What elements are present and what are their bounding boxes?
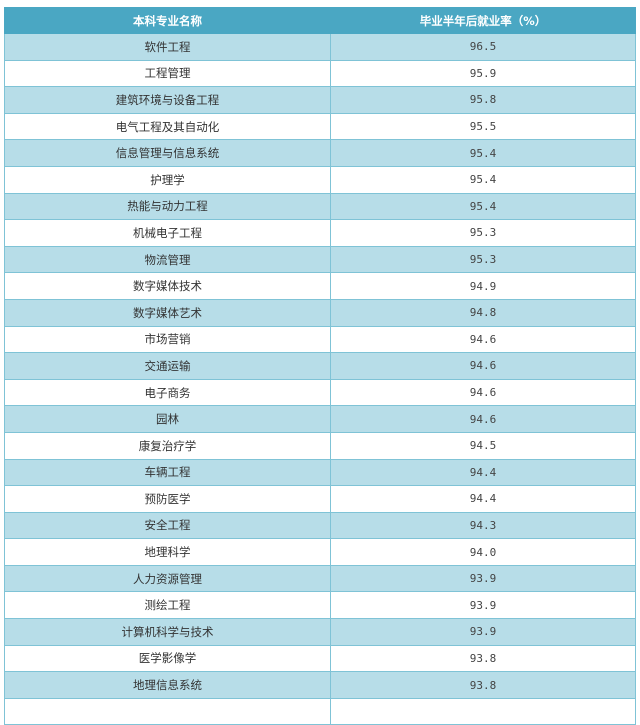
rate-cell: 93.9 [330, 591, 636, 620]
header-rate: 毕业半年后就业率（%） [330, 7, 636, 34]
rate-cell: 94.6 [330, 325, 636, 354]
table-row: 计算机科学与技术 93.9 [4, 618, 636, 646]
table-row: 测绘工程 93.9 [4, 591, 636, 620]
rate-cell: 95.8 [330, 86, 636, 114]
table-row: 数字媒体艺术 94.8 [4, 298, 636, 327]
rate-cell: 96.5 [330, 33, 636, 61]
rate-cell: 95.4 [330, 139, 636, 167]
table-row [4, 697, 636, 725]
major-name-cell: 车辆工程 [4, 458, 331, 487]
rate-cell: 95.9 [330, 59, 636, 88]
rate-cell: 94.8 [330, 298, 636, 327]
rate-cell: 93.8 [330, 644, 636, 673]
rate-cell: 95.3 [330, 245, 636, 274]
rate-cell: 93.9 [330, 564, 636, 593]
table-row: 信息管理与信息系统 95.4 [4, 139, 636, 167]
major-name-cell: 地理科学 [4, 538, 331, 566]
major-name-cell: 安全工程 [4, 511, 331, 540]
rate-cell: 94.6 [330, 378, 636, 407]
table-row: 预防医学 94.4 [4, 485, 636, 513]
major-name-cell: 交通运输 [4, 352, 331, 380]
table-row: 安全工程 94.3 [4, 511, 636, 540]
table-row: 车辆工程 94.4 [4, 458, 636, 487]
rate-cell: 95.5 [330, 112, 636, 141]
major-name-cell: 数字媒体技术 [4, 272, 331, 300]
rate-cell: 94.6 [330, 405, 636, 433]
table-row: 数字媒体技术 94.9 [4, 272, 636, 300]
table-row: 地理科学 94.0 [4, 538, 636, 566]
rate-cell [330, 697, 636, 725]
major-name-cell: 地理信息系统 [4, 671, 331, 699]
major-name-cell: 计算机科学与技术 [4, 618, 331, 646]
major-name-cell: 机械电子工程 [4, 219, 331, 247]
table-row: 护理学 95.4 [4, 165, 636, 194]
major-name-cell: 数字媒体艺术 [4, 298, 331, 327]
rate-cell: 93.8 [330, 671, 636, 699]
table-row: 地理信息系统 93.8 [4, 671, 636, 699]
rate-cell: 95.4 [330, 165, 636, 194]
major-name-cell: 物流管理 [4, 245, 331, 274]
major-name-cell: 测绘工程 [4, 591, 331, 620]
table-row: 医学影像学 93.8 [4, 644, 636, 673]
rate-cell: 94.6 [330, 352, 636, 380]
major-name-cell [4, 697, 331, 725]
major-name-cell: 建筑环境与设备工程 [4, 86, 331, 114]
table-row: 物流管理 95.3 [4, 245, 636, 274]
table-row: 康复治疗学 94.5 [4, 431, 636, 460]
table-row: 电子商务 94.6 [4, 378, 636, 407]
major-name-cell: 护理学 [4, 165, 331, 194]
major-name-cell: 热能与动力工程 [4, 192, 331, 221]
table-row: 人力资源管理 93.9 [4, 564, 636, 593]
table-row: 机械电子工程 95.3 [4, 219, 636, 247]
employment-rate-table: 本科专业名称 毕业半年后就业率（%） 软件工程 96.5 工程管理 95.9 建筑环境与… [4, 7, 636, 725]
table-row: 园林 94.6 [4, 405, 636, 433]
table-row: 交通运输 94.6 [4, 352, 636, 380]
rate-cell: 94.5 [330, 431, 636, 460]
rate-cell: 94.4 [330, 485, 636, 513]
major-name-cell: 人力资源管理 [4, 564, 331, 593]
table-row: 热能与动力工程 95.4 [4, 192, 636, 221]
table-row: 市场营销 94.6 [4, 325, 636, 354]
header-major: 本科专业名称 [4, 7, 331, 34]
table-row: 工程管理 95.9 [4, 59, 636, 88]
table-row: 软件工程 96.5 [4, 33, 636, 61]
table-row: 电气工程及其自动化 95.5 [4, 112, 636, 141]
rate-cell: 94.4 [330, 458, 636, 487]
major-name-cell: 工程管理 [4, 59, 331, 88]
rate-cell: 94.3 [330, 511, 636, 540]
table-header-row: 本科专业名称 毕业半年后就业率（%） [4, 7, 636, 34]
major-name-cell: 软件工程 [4, 33, 331, 61]
major-name-cell: 园林 [4, 405, 331, 433]
major-name-cell: 医学影像学 [4, 644, 331, 673]
rate-cell: 94.9 [330, 272, 636, 300]
major-name-cell: 电气工程及其自动化 [4, 112, 331, 141]
rate-cell: 93.9 [330, 618, 636, 646]
rate-cell: 94.0 [330, 538, 636, 566]
major-name-cell: 信息管理与信息系统 [4, 139, 331, 167]
major-name-cell: 电子商务 [4, 378, 331, 407]
major-name-cell: 市场营销 [4, 325, 331, 354]
major-name-cell: 预防医学 [4, 485, 331, 513]
major-name-cell: 康复治疗学 [4, 431, 331, 460]
table-row: 建筑环境与设备工程 95.8 [4, 86, 636, 114]
rate-cell: 95.3 [330, 219, 636, 247]
rate-cell: 95.4 [330, 192, 636, 221]
